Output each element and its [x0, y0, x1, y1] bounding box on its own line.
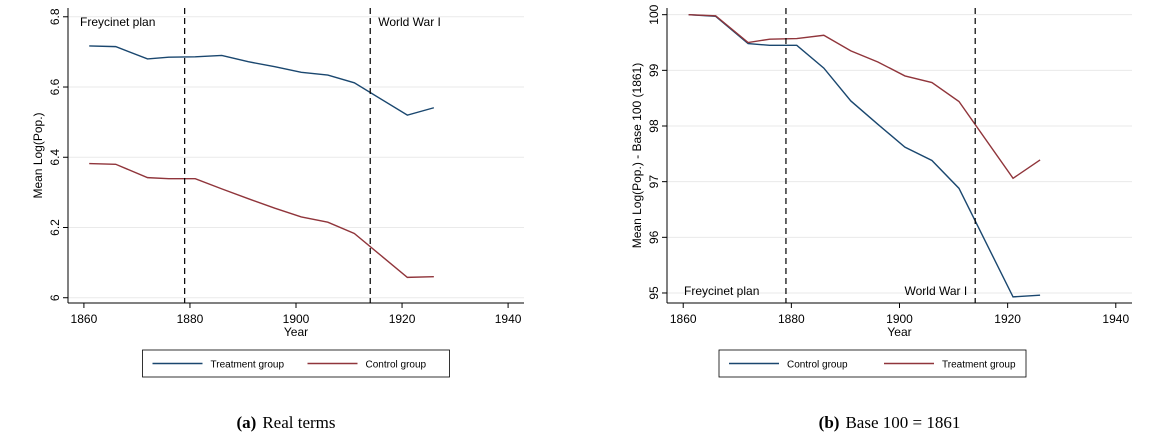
- y-axis-label: Mean Log(Pop.) - Base 100 (1861): [630, 63, 644, 248]
- y-tick-label: 98: [647, 119, 661, 133]
- annotation: Freycinet plan: [684, 284, 759, 298]
- y-tick-label: 97: [647, 175, 661, 189]
- x-tick-label: 1940: [1102, 312, 1129, 326]
- legend-label: Treatment group: [211, 360, 285, 371]
- y-tick-label: 99: [647, 63, 661, 77]
- x-tick-label: 1920: [994, 312, 1021, 326]
- series-line: [688, 13, 1041, 298]
- caption-text: Base 100 = 1861: [845, 413, 960, 432]
- y-tick-label: 6.6: [48, 78, 62, 95]
- x-tick-label: 1880: [177, 312, 204, 326]
- legend-label: Treatment group: [942, 360, 1016, 371]
- x-tick-label: 1900: [886, 312, 913, 326]
- caption: (a) Real terms: [237, 413, 336, 432]
- legend-label: Control group: [787, 360, 848, 371]
- y-tick-label: 96: [647, 230, 661, 244]
- y-tick-label: 95: [647, 286, 661, 300]
- annotation: World War I: [905, 284, 968, 298]
- x-tick-label: 1860: [670, 312, 697, 326]
- annotation: Freycinet plan: [80, 15, 155, 29]
- x-tick-label: 1880: [778, 312, 805, 326]
- x-tick-label: 1940: [495, 312, 522, 326]
- y-tick-label: 6.4: [48, 149, 62, 166]
- annotation: World War I: [378, 15, 441, 29]
- series-line: [89, 45, 435, 116]
- y-tick-label: 6: [48, 294, 62, 301]
- y-tick-label: 6.8: [48, 8, 62, 25]
- series-line: [89, 162, 434, 279]
- x-axis-label: Year: [284, 325, 308, 339]
- legend-label: Control group: [366, 360, 427, 371]
- series-line: [688, 13, 1041, 180]
- y-tick-label: 100: [647, 4, 661, 24]
- x-axis-label: Year: [887, 325, 911, 339]
- caption-label: (a): [237, 413, 257, 432]
- caption-text: Real terms: [262, 413, 335, 432]
- y-axis-label: Mean Log(Pop.): [31, 112, 45, 198]
- caption: (b) Base 100 = 1861: [819, 413, 961, 432]
- caption-label: (b): [819, 413, 840, 432]
- x-tick-label: 1860: [71, 312, 98, 326]
- x-tick-label: 1900: [283, 312, 310, 326]
- x-tick-label: 1920: [389, 312, 416, 326]
- y-tick-label: 6.2: [48, 219, 62, 236]
